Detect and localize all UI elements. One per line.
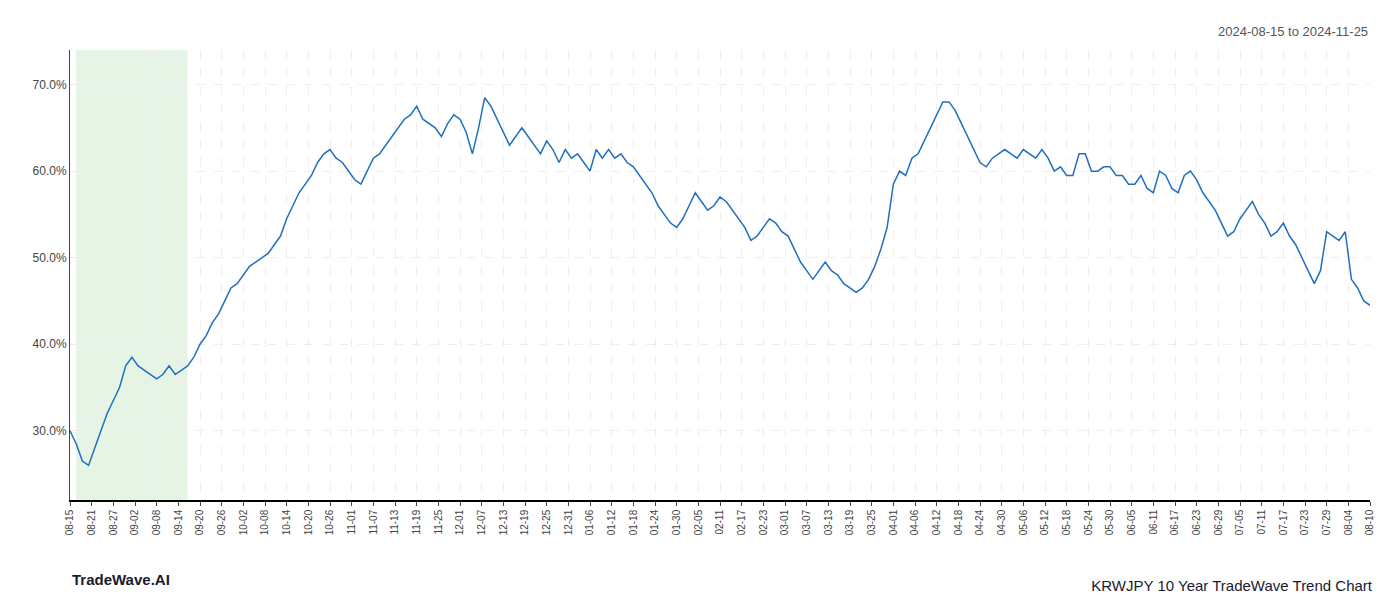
svg-text:KRWJPY 10 Year TradeWave Trend: KRWJPY 10 Year TradeWave Trend Chart — [1091, 577, 1373, 594]
svg-text:05-18: 05-18 — [1061, 509, 1072, 535]
svg-text:08-04: 08-04 — [1343, 509, 1354, 535]
svg-text:09-20: 09-20 — [194, 509, 205, 535]
svg-text:12-01: 12-01 — [454, 509, 465, 535]
svg-text:70.0%: 70.0% — [33, 78, 67, 92]
svg-text:12-13: 12-13 — [498, 509, 509, 535]
svg-text:12-31: 12-31 — [563, 509, 574, 535]
svg-text:03-19: 03-19 — [844, 509, 855, 535]
svg-text:11-25: 11-25 — [433, 509, 444, 534]
svg-text:09-14: 09-14 — [173, 509, 184, 535]
svg-text:01-24: 01-24 — [649, 509, 660, 535]
svg-text:07-23: 07-23 — [1299, 509, 1310, 535]
svg-text:08-27: 08-27 — [108, 509, 119, 535]
svg-text:08-15: 08-15 — [64, 509, 75, 535]
svg-text:TradeWave.AI: TradeWave.AI — [72, 571, 170, 588]
svg-text:01-30: 01-30 — [671, 509, 682, 535]
svg-text:07-11: 07-11 — [1256, 509, 1267, 534]
svg-text:07-05: 07-05 — [1234, 509, 1245, 535]
svg-text:04-30: 04-30 — [996, 509, 1007, 535]
svg-text:05-30: 05-30 — [1104, 509, 1115, 535]
svg-text:02-17: 02-17 — [736, 509, 747, 535]
svg-text:07-29: 07-29 — [1321, 509, 1332, 535]
svg-text:03-07: 03-07 — [801, 509, 812, 535]
svg-text:02-11: 02-11 — [714, 509, 725, 534]
svg-text:12-07: 12-07 — [476, 509, 487, 535]
svg-text:01-06: 01-06 — [584, 509, 595, 535]
svg-text:50.0%: 50.0% — [33, 251, 67, 265]
svg-text:04-06: 04-06 — [909, 509, 920, 535]
svg-text:11-01: 11-01 — [346, 509, 357, 534]
svg-text:04-18: 04-18 — [953, 509, 964, 535]
svg-text:05-06: 05-06 — [1018, 509, 1029, 535]
svg-text:10-20: 10-20 — [303, 509, 314, 535]
svg-text:06-29: 06-29 — [1213, 509, 1224, 535]
svg-text:30.0%: 30.0% — [33, 424, 67, 438]
svg-text:02-05: 02-05 — [693, 509, 704, 535]
svg-text:07-17: 07-17 — [1278, 509, 1289, 535]
svg-text:12-25: 12-25 — [541, 509, 552, 535]
svg-text:2024-08-15 to 2024-11-25: 2024-08-15 to 2024-11-25 — [1218, 24, 1368, 39]
svg-text:06-11: 06-11 — [1148, 509, 1159, 534]
svg-text:10-02: 10-02 — [238, 509, 249, 535]
svg-text:04-24: 04-24 — [974, 509, 985, 535]
svg-text:11-13: 11-13 — [389, 509, 400, 534]
svg-text:01-18: 01-18 — [628, 509, 639, 535]
svg-text:02-23: 02-23 — [758, 509, 769, 535]
svg-text:04-12: 04-12 — [931, 509, 942, 535]
svg-text:09-26: 09-26 — [216, 509, 227, 535]
svg-text:11-19: 11-19 — [411, 509, 422, 534]
svg-text:10-14: 10-14 — [281, 509, 292, 535]
svg-text:05-24: 05-24 — [1083, 509, 1094, 535]
svg-text:05-12: 05-12 — [1039, 509, 1050, 535]
svg-text:09-02: 09-02 — [129, 509, 140, 535]
svg-text:11-07: 11-07 — [368, 509, 379, 534]
svg-text:03-13: 03-13 — [823, 509, 834, 535]
svg-text:08-21: 08-21 — [86, 509, 97, 535]
svg-text:09-08: 09-08 — [151, 509, 162, 535]
svg-text:06-05: 06-05 — [1126, 509, 1137, 535]
svg-text:60.0%: 60.0% — [33, 164, 67, 178]
svg-text:12-19: 12-19 — [519, 509, 530, 535]
svg-text:40.0%: 40.0% — [33, 337, 67, 351]
svg-text:03-01: 03-01 — [779, 509, 790, 535]
svg-text:03-25: 03-25 — [866, 509, 877, 535]
svg-text:01-12: 01-12 — [606, 509, 617, 535]
svg-text:06-23: 06-23 — [1191, 509, 1202, 535]
svg-text:04-01: 04-01 — [888, 509, 899, 535]
svg-text:06-17: 06-17 — [1169, 509, 1180, 535]
svg-text:08-10: 08-10 — [1364, 509, 1375, 535]
svg-text:10-26: 10-26 — [324, 509, 335, 535]
svg-text:10-08: 10-08 — [259, 509, 270, 535]
